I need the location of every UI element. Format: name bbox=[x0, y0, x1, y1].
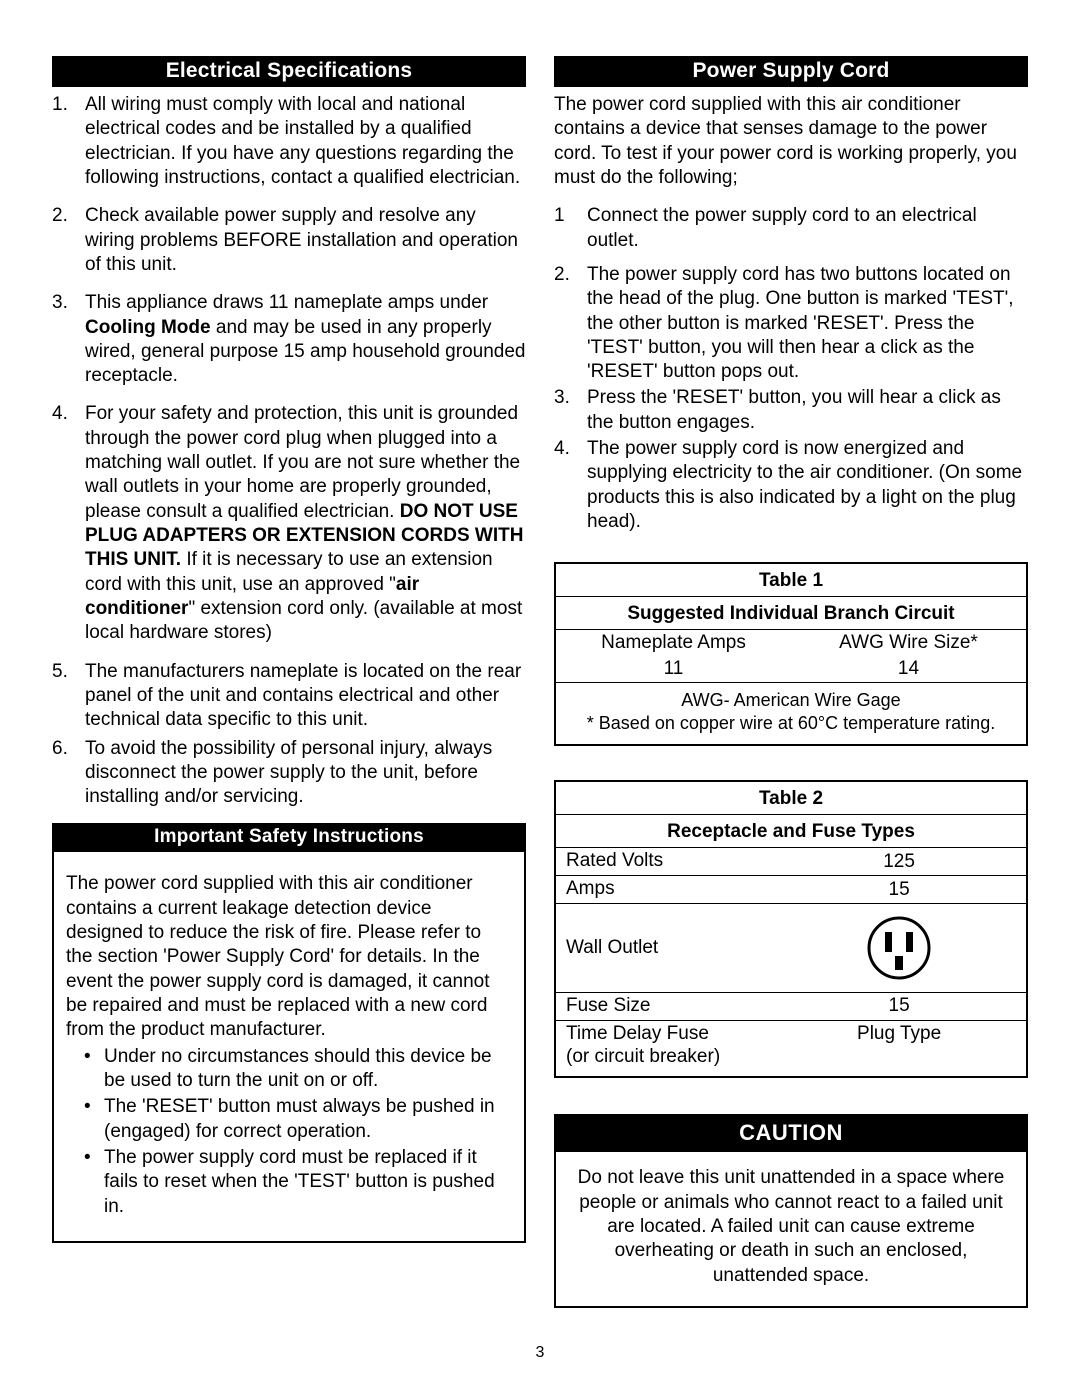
text: Under no circumstances should this devic… bbox=[104, 1046, 492, 1091]
text: Connect the power supply cord to an elec… bbox=[587, 205, 977, 250]
wall-outlet-icon bbox=[859, 912, 939, 984]
two-column-layout: Electrical Specifications All wiring mus… bbox=[52, 56, 1028, 1308]
text: The power supply cord must be replaced i… bbox=[104, 1147, 495, 1217]
table-2-row-amps: Amps 15 bbox=[556, 875, 1026, 903]
safety-header: Important Safety Instructions bbox=[52, 823, 526, 852]
row-label: Amps bbox=[556, 876, 772, 903]
bold-text: Cooling Mode bbox=[85, 317, 211, 338]
row-label: Wall Outlet bbox=[556, 909, 772, 988]
col1-header: Nameplate Amps bbox=[556, 630, 791, 656]
table-1: Table 1 Suggested Individual Branch Circ… bbox=[554, 562, 1028, 746]
label-line-1: Time Delay Fuse bbox=[566, 1023, 709, 1044]
safety-bullets: Under no circumstances should this devic… bbox=[66, 1045, 512, 1219]
power-steps: Connect the power supply cord to an elec… bbox=[554, 204, 1028, 534]
table-2-row-fuse: Fuse Size 15 bbox=[556, 992, 1026, 1020]
text: Press the 'RESET' button, you will hear … bbox=[587, 387, 1001, 432]
electrical-item-2: Check available power supply and resolve… bbox=[52, 204, 526, 277]
col2-value: 14 bbox=[791, 656, 1026, 682]
row-label: Time Delay Fuse (or circuit breaker) bbox=[556, 1021, 772, 1071]
power-step-4: The power supply cord is now energized a… bbox=[554, 437, 1028, 534]
col1-value: 11 bbox=[556, 656, 791, 682]
table-1-title: Table 1 bbox=[556, 564, 1026, 596]
table-2-row-volts: Rated Volts 125 bbox=[556, 847, 1026, 875]
right-column: Power Supply Cord The power cord supplie… bbox=[554, 56, 1028, 1308]
safety-bullet-1: Under no circumstances should this devic… bbox=[66, 1045, 512, 1094]
label-line-2: (or circuit breaker) bbox=[566, 1046, 720, 1067]
electrical-item-3: This appliance draws 11 nameplate amps u… bbox=[52, 291, 526, 388]
power-step-2: The power supply cord has two buttons lo… bbox=[554, 263, 1028, 385]
page: Electrical Specifications All wiring mus… bbox=[0, 0, 1080, 1392]
table-1-header-row: Nameplate Amps AWG Wire Size* bbox=[556, 630, 1026, 656]
page-number: 3 bbox=[52, 1344, 1028, 1362]
text: All wiring must comply with local and na… bbox=[85, 94, 520, 188]
power-cord-header: Power Supply Cord bbox=[554, 56, 1028, 87]
footer-line-2: * Based on copper wire at 60°C temperatu… bbox=[587, 713, 995, 733]
safety-bullet-3: The power supply cord must be replaced i… bbox=[66, 1146, 512, 1219]
caution-section: CAUTION Do not leave this unit unattende… bbox=[554, 1114, 1028, 1308]
electrical-spec-header: Electrical Specifications bbox=[52, 56, 526, 87]
row-value: 125 bbox=[772, 849, 1026, 875]
table-2: Table 2 Receptacle and Fuse Types Rated … bbox=[554, 780, 1028, 1078]
row-label: Fuse Size bbox=[556, 993, 772, 1020]
table-1-data-row: 11 14 bbox=[556, 656, 1026, 682]
row-value: 15 bbox=[772, 993, 1026, 1019]
text: The 'RESET' button must always be pushed… bbox=[104, 1096, 495, 1141]
row-value bbox=[772, 904, 1026, 992]
table-2-row-outlet: Wall Outlet bbox=[556, 903, 1026, 992]
left-column: Electrical Specifications All wiring mus… bbox=[52, 56, 526, 1308]
footer-line-1: AWG- American Wire Gage bbox=[681, 690, 900, 710]
text: Check available power supply and resolve… bbox=[85, 205, 518, 275]
table-2-row-delay: Time Delay Fuse (or circuit breaker) Plu… bbox=[556, 1020, 1026, 1077]
caution-box: Do not leave this unit unattended in a s… bbox=[554, 1152, 1028, 1308]
text: The power supply cord is now energized a… bbox=[587, 438, 1022, 532]
power-step-1: Connect the power supply cord to an elec… bbox=[554, 204, 1028, 253]
table-2-title: Table 2 bbox=[556, 782, 1026, 814]
table-1-footer: AWG- American Wire Gage * Based on coppe… bbox=[556, 683, 1026, 744]
safety-bullet-2: The 'RESET' button must always be pushed… bbox=[66, 1095, 512, 1144]
text: This appliance draws 11 nameplate amps u… bbox=[85, 292, 488, 313]
safety-section: Important Safety Instructions The power … bbox=[52, 823, 526, 1242]
row-value: Plug Type bbox=[772, 1021, 1026, 1047]
electrical-item-6: To avoid the possibility of personal inj… bbox=[52, 737, 526, 810]
electrical-list: All wiring must comply with local and na… bbox=[52, 93, 526, 809]
col2-header: AWG Wire Size* bbox=[791, 630, 1026, 656]
safety-box: The power cord supplied with this air co… bbox=[52, 852, 526, 1242]
text: The manufacturers nameplate is located o… bbox=[85, 661, 521, 731]
electrical-item-4: For your safety and protection, this uni… bbox=[52, 402, 526, 645]
power-step-3: Press the 'RESET' button, you will hear … bbox=[554, 386, 1028, 435]
row-value: 15 bbox=[772, 877, 1026, 903]
caution-header: CAUTION bbox=[554, 1114, 1028, 1152]
safety-intro: The power cord supplied with this air co… bbox=[66, 872, 512, 1042]
electrical-item-1: All wiring must comply with local and na… bbox=[52, 93, 526, 190]
row-label: Rated Volts bbox=[556, 848, 772, 875]
electrical-item-5: The manufacturers nameplate is located o… bbox=[52, 660, 526, 733]
table-1-subtitle: Suggested Individual Branch Circuit bbox=[556, 597, 1026, 629]
text: To avoid the possibility of personal inj… bbox=[85, 738, 492, 808]
power-intro: The power cord supplied with this air co… bbox=[554, 93, 1028, 190]
text: The power supply cord has two buttons lo… bbox=[587, 264, 1014, 382]
table-2-subtitle: Receptacle and Fuse Types bbox=[556, 815, 1026, 847]
